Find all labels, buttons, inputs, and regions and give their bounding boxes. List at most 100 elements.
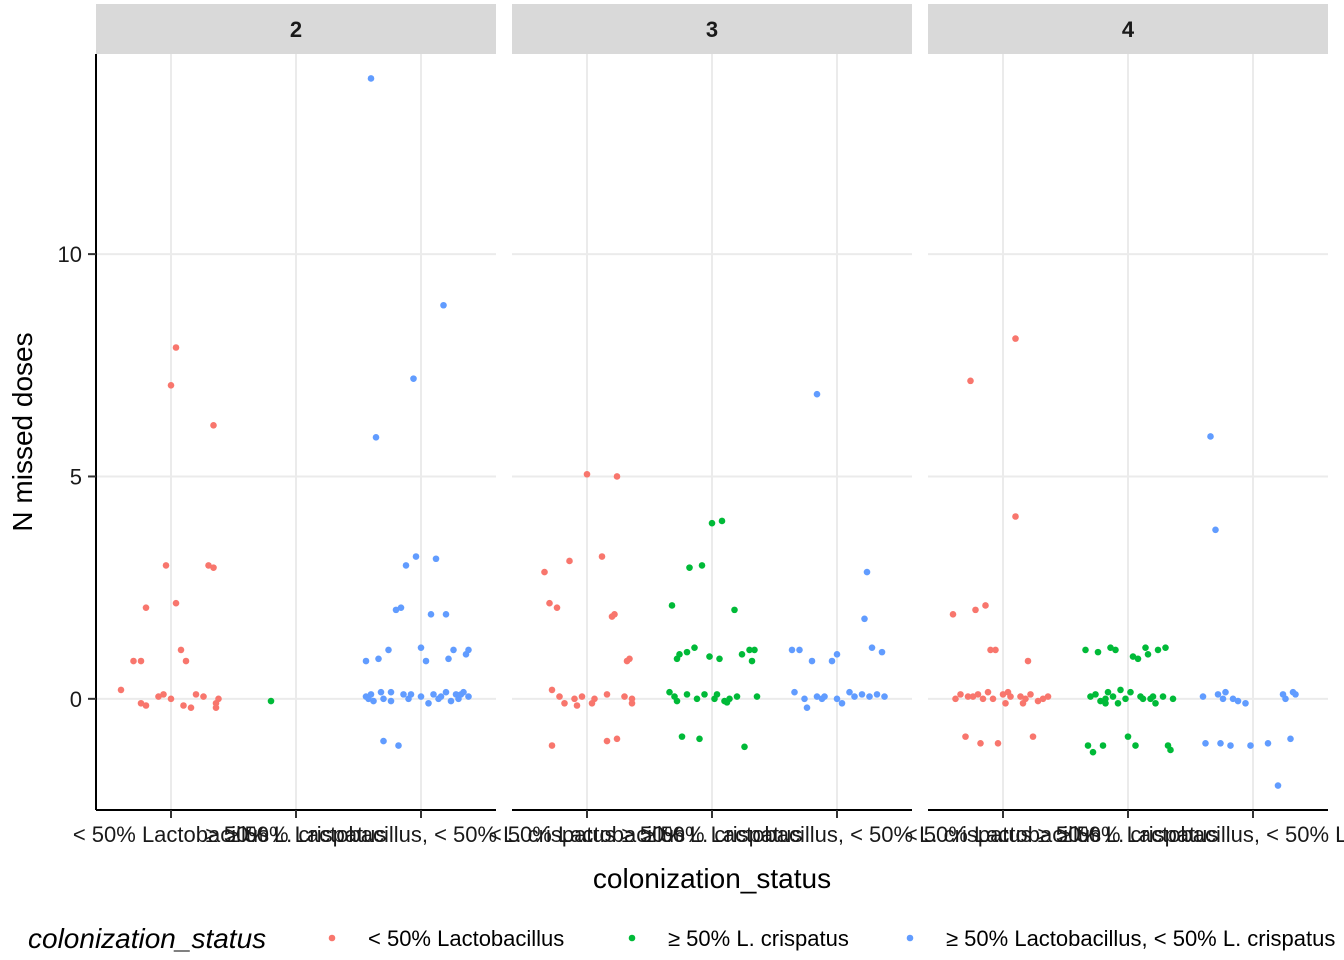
data-point (999, 691, 1007, 698)
data-point (200, 693, 207, 700)
data-point (738, 651, 746, 658)
data-point (1114, 699, 1122, 707)
data-point (1087, 693, 1094, 700)
data-point (808, 657, 816, 665)
data-point (167, 695, 175, 703)
data-point (1229, 695, 1237, 703)
data-point (1292, 691, 1299, 698)
data-point (603, 691, 611, 698)
data-point (417, 693, 425, 700)
data-point (407, 691, 415, 698)
data-point (1152, 699, 1159, 707)
x-tick-label: ≥ 50% Lactobacillus, < 50% L. crispatus (1058, 822, 1344, 847)
data-point (1117, 686, 1124, 694)
data-point (566, 557, 573, 565)
data-point (683, 691, 691, 698)
data-point (1097, 697, 1104, 705)
data-point (1222, 688, 1229, 696)
data-point (465, 693, 472, 700)
data-point (210, 564, 217, 571)
data-point (427, 611, 435, 618)
data-point (1024, 657, 1032, 665)
legend-key (328, 934, 336, 942)
data-point (362, 657, 370, 665)
data-point (137, 657, 145, 665)
data-point (1282, 695, 1289, 703)
data-point (984, 688, 992, 696)
data-point (548, 686, 556, 694)
data-point (1017, 693, 1024, 700)
data-point (851, 693, 858, 700)
data-point (626, 655, 633, 663)
y-tick-label: 0 (70, 687, 82, 712)
data-point (1219, 695, 1227, 703)
x-axis-title: colonization_status (593, 863, 831, 894)
data-point (838, 699, 846, 707)
data-point (432, 555, 440, 563)
data-point (987, 646, 994, 654)
x-axis: < 50% Lactobacillus ≥ 50% L. crispatus ≥ 5… (73, 809, 1344, 847)
data-point (212, 704, 220, 712)
data-point (1027, 691, 1034, 698)
data-point (440, 301, 447, 309)
data-point (949, 611, 957, 618)
data-point (267, 697, 275, 705)
data-point (1127, 688, 1134, 696)
data-point (957, 691, 964, 698)
data-point (813, 390, 821, 398)
data-point (412, 553, 420, 560)
data-point (828, 657, 836, 665)
data-point (1202, 739, 1209, 747)
data-point (821, 693, 828, 700)
data-point (162, 562, 170, 569)
data-point (801, 695, 808, 703)
data-point (803, 704, 811, 712)
data-point (142, 702, 150, 709)
data-point (450, 646, 457, 654)
data-point (676, 651, 683, 658)
data-point (1039, 695, 1047, 703)
data-point (182, 657, 190, 665)
x-tick-label: < 50% Lactobacillus (489, 822, 685, 847)
data-point (180, 702, 187, 709)
y-axis-title: N missed doses (7, 332, 38, 531)
data-point (723, 699, 731, 706)
data-point (205, 562, 212, 569)
data-point (447, 697, 455, 705)
data-point (556, 693, 563, 700)
data-point (621, 693, 628, 700)
data-point (442, 611, 450, 618)
data-point (578, 693, 586, 700)
y-axis: 0 5 10 (58, 54, 97, 810)
data-point (442, 688, 450, 696)
data-point (668, 602, 676, 609)
data-point (611, 611, 618, 618)
data-point (1084, 742, 1092, 749)
data-point (172, 344, 180, 351)
data-point (546, 599, 553, 607)
x-tick-label: ≥ 50% L. crispatus (206, 822, 387, 847)
data-point (952, 695, 959, 703)
data-point (698, 562, 706, 569)
data-point (187, 704, 195, 712)
data-point (691, 644, 698, 651)
facet-strip (928, 4, 1328, 54)
data-point (708, 519, 716, 527)
data-point (1144, 651, 1152, 658)
data-point (142, 604, 150, 611)
data-point (666, 688, 673, 696)
data-point (598, 553, 606, 560)
facet-strip-label: 2 (290, 17, 302, 42)
data-point (1029, 733, 1037, 740)
data-point (1109, 693, 1117, 700)
data-point (155, 693, 162, 700)
data-point (372, 434, 380, 441)
data-point (370, 697, 377, 705)
data-point (977, 739, 984, 747)
data-point (686, 564, 693, 571)
data-point (833, 651, 841, 658)
data-point (1139, 695, 1147, 703)
data-point (591, 695, 598, 703)
data-point (541, 568, 548, 576)
